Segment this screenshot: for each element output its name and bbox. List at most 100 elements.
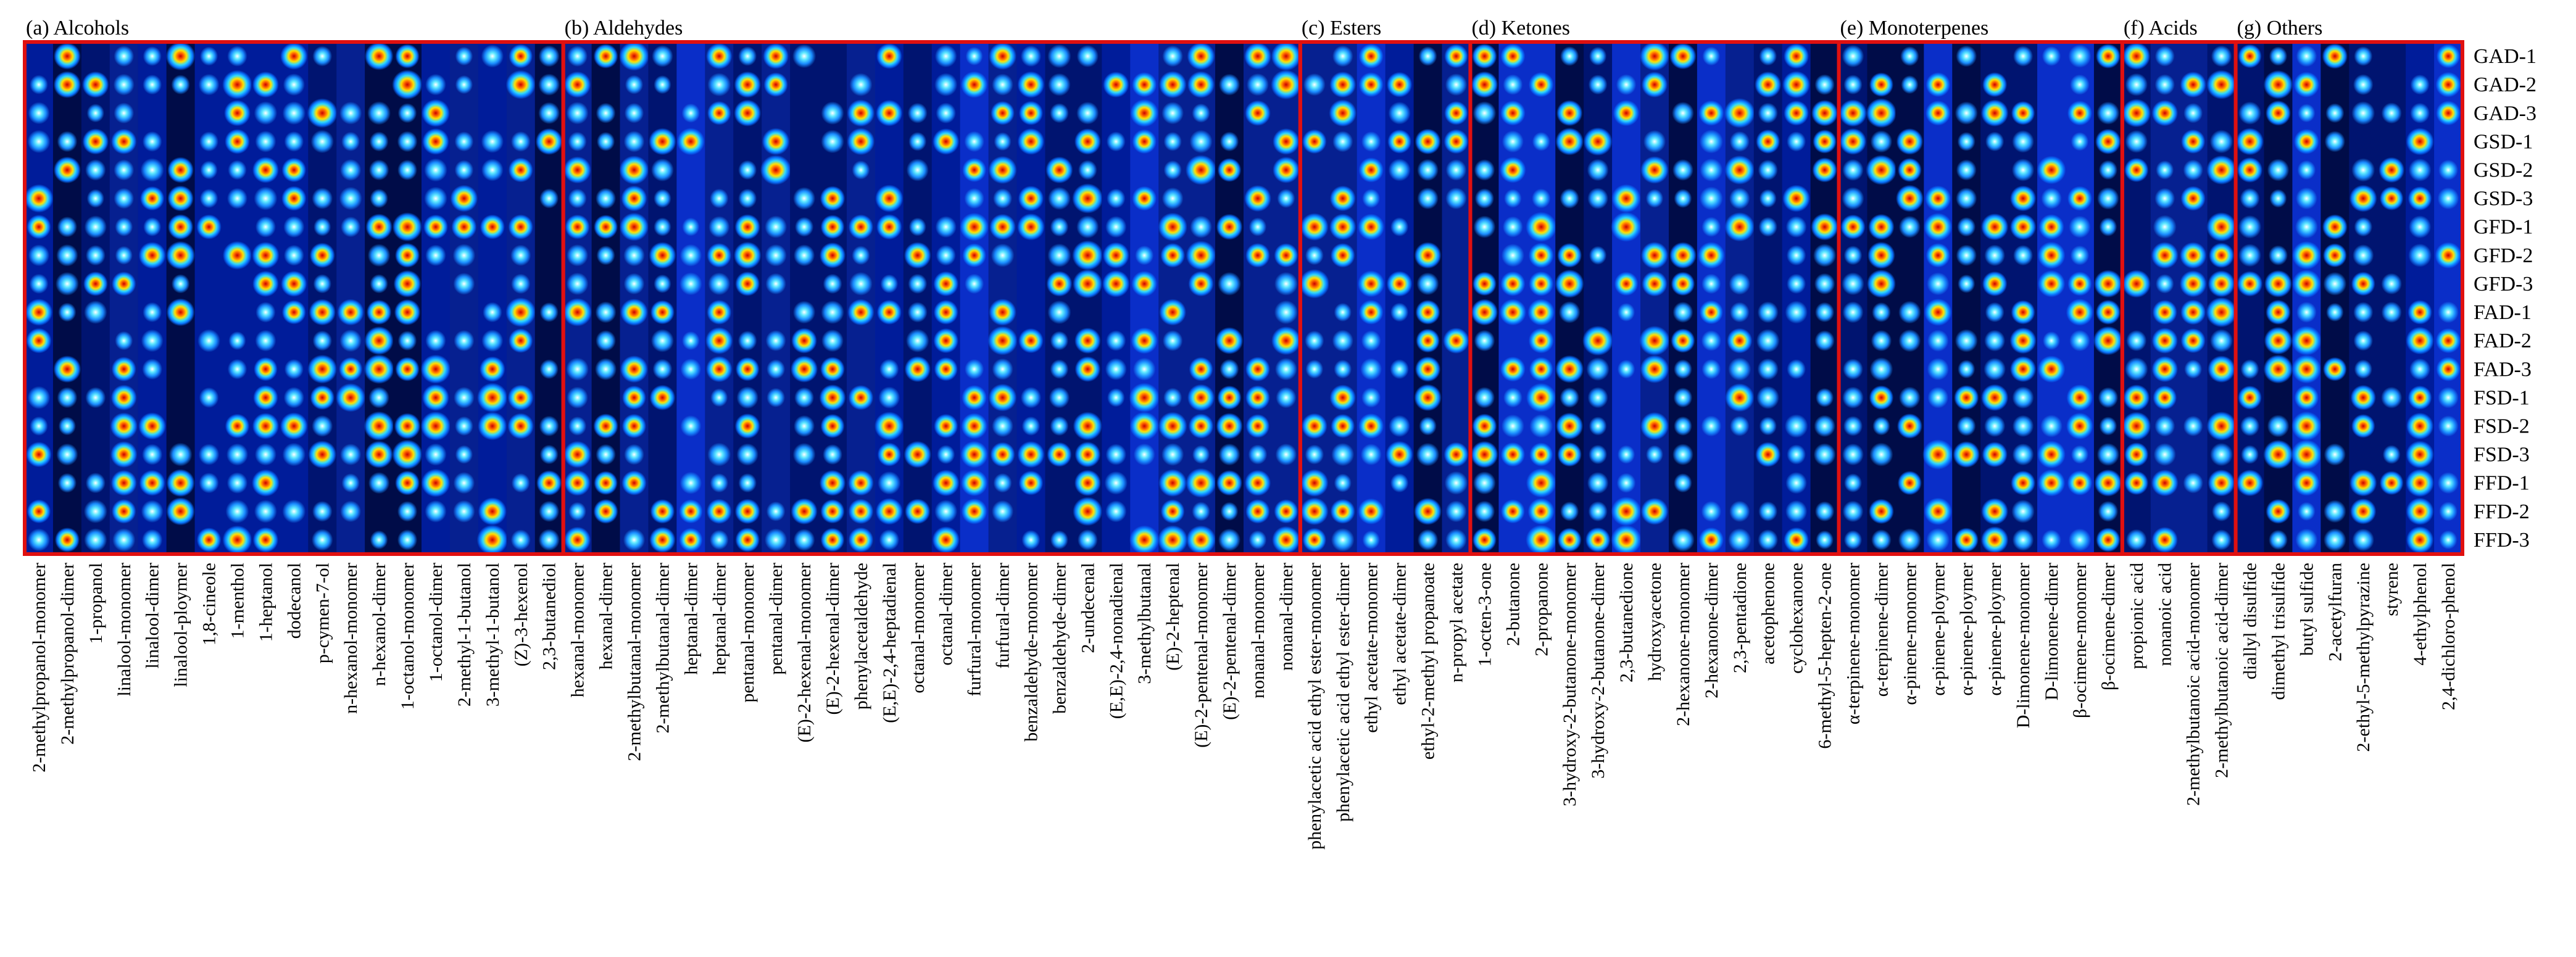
- heatmap-cell: [284, 358, 304, 379]
- column-label: (E)-2-heptenal: [1163, 563, 1183, 671]
- heatmap-cell: [53, 71, 81, 99]
- heatmap-cell: [1616, 74, 1637, 96]
- heatmap-cell: [86, 189, 104, 208]
- heatmap-cell: [1329, 185, 1356, 212]
- heatmap-cell: [989, 42, 1017, 70]
- heatmap-cell: [1526, 468, 1556, 498]
- heatmap-column-bg: [223, 42, 252, 554]
- heatmap-cell: [26, 441, 52, 468]
- column-label: (E)-2-hexenal-monomer: [794, 563, 815, 743]
- heatmap-cell: [2209, 130, 2233, 154]
- heatmap-cell: [934, 73, 958, 96]
- heatmap-cell: [933, 300, 958, 325]
- heatmap-cell: [1729, 188, 1750, 209]
- heatmap-cell: [1249, 530, 1267, 550]
- heatmap-cell: [56, 271, 79, 296]
- heatmap-cell: [792, 442, 816, 466]
- heatmap-cell: [2206, 412, 2237, 441]
- heatmap-cell: [1843, 75, 1863, 95]
- heatmap-cell: [2098, 387, 2119, 408]
- heatmap-cell: [1275, 358, 1297, 381]
- heatmap-cell: [908, 131, 927, 151]
- heatmap-cell: [281, 186, 307, 211]
- heatmap-cell: [593, 413, 618, 439]
- heatmap-cell: [395, 470, 420, 495]
- column-label: styrene: [2382, 563, 2402, 616]
- heatmap-cell: [819, 470, 846, 496]
- heatmap-cell: [876, 214, 902, 240]
- heatmap-cell: [1190, 215, 1212, 238]
- heatmap-cell: [395, 242, 420, 268]
- heatmap-cell: [2012, 130, 2034, 153]
- heatmap-cell: [1216, 413, 1243, 439]
- heatmap-cell: [821, 300, 844, 325]
- heatmap-cell: [115, 246, 133, 265]
- heatmap-cell: [2067, 470, 2093, 495]
- column-label: dimethyl trisulfide: [2268, 563, 2288, 700]
- heatmap-cell: [1758, 102, 1778, 124]
- heatmap-cell: [620, 212, 649, 241]
- heatmap-cell: [820, 499, 845, 524]
- heatmap-cell: [2293, 128, 2319, 154]
- heatmap-cell: [1674, 473, 1692, 493]
- heatmap-cell: [254, 500, 277, 523]
- heatmap-cell: [2183, 472, 2203, 494]
- heatmap-cell: [2094, 469, 2122, 497]
- heatmap-cell: [933, 271, 959, 297]
- heatmap-cell: [1729, 273, 1751, 295]
- heatmap-cell: [1616, 473, 1636, 493]
- heatmap-cell: [567, 46, 588, 67]
- heatmap-cell: [2125, 357, 2148, 381]
- heatmap-cell: [654, 189, 671, 208]
- heatmap-cell: [1305, 330, 1324, 351]
- heatmap-cell: [1107, 188, 1126, 209]
- heatmap-column-bg: [422, 42, 451, 554]
- heatmap-cell: [196, 214, 222, 239]
- heatmap-cell: [623, 528, 646, 552]
- heatmap-cell: [705, 327, 733, 355]
- heatmap-cell: [710, 388, 728, 407]
- column-labels: 2-methylpropanol-monomer 2-methylpropanol…: [29, 563, 2459, 850]
- heatmap-cell: [2184, 359, 2203, 379]
- heatmap-cell: [225, 499, 249, 523]
- heatmap-cell: [1018, 328, 1044, 354]
- heatmap-cell: [1640, 355, 1669, 384]
- heatmap-cell: [1868, 241, 1895, 269]
- heatmap-column-bg: [2037, 42, 2066, 554]
- heatmap-cell: [1589, 416, 1607, 436]
- heatmap-cell: [2037, 441, 2066, 469]
- heatmap-cell: [1956, 416, 1976, 436]
- heatmap-cell: [1587, 188, 1608, 209]
- heatmap-cell: [934, 44, 957, 68]
- heatmap-cell: [876, 299, 902, 325]
- heatmap-cell: [1953, 441, 1980, 468]
- heatmap-cell: [2154, 74, 2175, 96]
- heatmap-cell: [596, 188, 617, 209]
- heatmap-cell: [1389, 415, 1410, 437]
- column-label: phenylacetaldehyde: [851, 563, 871, 710]
- heatmap-cell: [283, 387, 304, 408]
- heatmap-cell: [2241, 445, 2259, 464]
- heatmap-cell: [1982, 72, 2008, 97]
- heatmap-cell: [539, 302, 559, 323]
- heatmap-cell: [679, 528, 703, 552]
- heatmap-cell: [424, 186, 447, 210]
- heatmap-cell: [1500, 44, 1526, 69]
- heatmap-cell: [1528, 242, 1554, 268]
- heatmap-cell: [1785, 471, 1807, 494]
- heatmap-cell: [2071, 132, 2089, 151]
- heatmap-cell: [1187, 384, 1215, 412]
- heatmap-cell: [2208, 470, 2235, 497]
- heatmap-cell: [621, 185, 647, 212]
- heatmap-cell: [510, 529, 531, 550]
- heatmap-column-bg: [2235, 42, 2264, 554]
- heatmap-cell: [1331, 414, 1355, 438]
- column-label: 2-butanone: [1503, 563, 1523, 646]
- heatmap-cell: [1701, 217, 1721, 237]
- heatmap-cell: [1186, 241, 1216, 270]
- heatmap-cell: [2066, 299, 2094, 326]
- heatmap-cell: [1866, 155, 1897, 185]
- heatmap-cell: [1842, 159, 1864, 181]
- column-label: 2,3-butanediol: [539, 563, 560, 670]
- heatmap-cell: [2153, 443, 2176, 466]
